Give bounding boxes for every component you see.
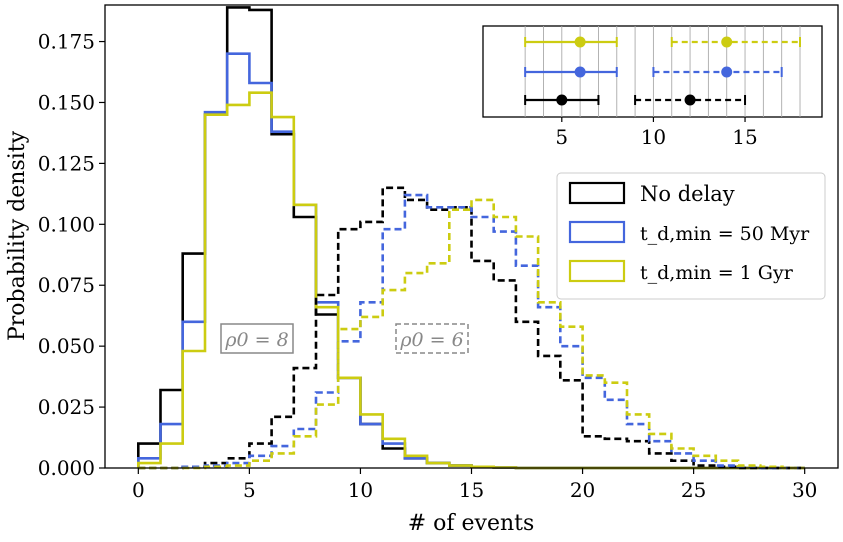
x-axis-label: # of events: [408, 511, 535, 536]
inset-x-tick-label-15: 15: [732, 125, 757, 149]
y-tick-label-4: 0.100: [38, 212, 95, 236]
y-tick-label-0: 0.000: [38, 456, 95, 480]
inset-marker-td1-solid: [574, 36, 586, 48]
annotation-rho8-text: ρ0 = 8: [224, 329, 288, 351]
y-tick-label-5: 0.125: [38, 151, 95, 175]
inset-interval-plot: 5 10 15: [482, 25, 823, 149]
x-tick-label-15: 15: [459, 478, 484, 502]
x-tick-label-25: 25: [681, 478, 706, 502]
inset-marker-td50-solid: [574, 66, 586, 78]
legend-label-td1: t_d,min = 1 Gyr: [640, 262, 794, 284]
legend-label-td50: t_d,min = 50 Myr: [640, 223, 810, 245]
x-tick-label-10: 10: [348, 478, 373, 502]
legend-swatch-td1: [568, 259, 626, 283]
x-tick-label-30: 30: [792, 478, 817, 502]
legend-label-no-delay: No delay: [640, 182, 735, 206]
legend: No delay t_d,min = 50 Myr t_d,min = 1 Gy…: [556, 172, 826, 300]
annotation-rho6-box: [395, 323, 469, 354]
y-tick-label-1: 0.025: [38, 395, 95, 419]
annotation-layer: ρ0 = 8 ρ0 = 6: [220, 323, 469, 354]
inset-marker-no_delay-dashed: [684, 94, 696, 106]
annotation-rho6-text: ρ0 = 6: [399, 329, 463, 351]
inset-x-tick-label-10: 10: [641, 125, 666, 149]
legend-swatch-td50: [568, 220, 626, 244]
annotation-rho8: ρ0 = 8: [220, 323, 294, 354]
y-tick-label-3: 0.075: [38, 273, 95, 297]
annotation-rho8-box: [220, 323, 294, 354]
axes-layer: 0 5 10 15 20 25 30 0.000 0.025 0.050 0.075 0.100 0.1…: [38, 4, 839, 502]
y-axis-label: Probability density: [5, 130, 30, 341]
series-td1-dashed: [138, 198, 805, 470]
y-tick-label-6: 0.150: [38, 90, 95, 114]
inset-marker-no_delay-solid: [556, 94, 568, 106]
series-td50-dashed: [138, 193, 805, 470]
inset-x-tick-label-5: 5: [555, 125, 568, 149]
x-tick-label-0: 0: [132, 478, 145, 502]
inset-marker-td50-dashed: [721, 66, 733, 78]
legend-swatch-no-delay: [568, 181, 626, 205]
y-tick-label-2: 0.050: [38, 334, 95, 358]
annotation-rho6: ρ0 = 6: [395, 323, 469, 354]
y-tick-label-7: 0.175: [38, 30, 95, 54]
inset-marker-td1-dashed: [721, 36, 733, 48]
x-tick-label-5: 5: [243, 478, 256, 502]
x-tick-label-20: 20: [570, 478, 595, 502]
